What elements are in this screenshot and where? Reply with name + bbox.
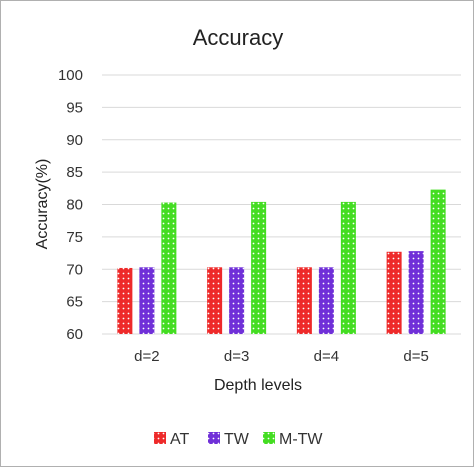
gridlines [102, 74, 461, 335]
y-tick-label: 75 [66, 229, 83, 246]
bar-m-tw-d4 [340, 201, 356, 334]
legend: AT TW M-TW [154, 431, 323, 448]
y-tick-label: 80 [66, 197, 83, 214]
y-tick-label: 85 [66, 164, 83, 181]
bar-tw-d3 [229, 267, 245, 334]
bar-m-tw-d5 [430, 189, 446, 334]
legend-swatch-m-tw [263, 432, 275, 444]
legend-label-m-tw: M-TW [279, 431, 323, 448]
x-axis-ticks: d=2 d=3 d=4 d=5 [134, 348, 429, 365]
y-axis-ticks: 60 65 70 75 80 85 90 95 100 [58, 67, 83, 343]
x-axis-label: Depth levels [214, 377, 302, 394]
y-axis-label: Accuracy(%) [34, 159, 51, 250]
legend-swatch-tw [208, 432, 220, 444]
y-tick-label: 60 [66, 326, 83, 343]
x-tick-label: d=2 [134, 348, 159, 365]
y-tick-label: 65 [66, 294, 83, 311]
bar-at-d2 [117, 267, 133, 334]
bar-m-tw-d2 [161, 202, 177, 334]
x-tick-label: d=5 [403, 348, 428, 365]
chart-title: Accuracy [193, 25, 283, 50]
y-tick-label: 90 [66, 132, 83, 149]
x-tick-label: d=4 [314, 348, 339, 365]
bar-at-d5 [386, 251, 402, 334]
y-tick-label: 100 [58, 67, 83, 84]
bar-tw-d5 [408, 251, 424, 334]
bar-at-d3 [207, 267, 223, 334]
y-tick-label: 70 [66, 261, 83, 278]
bar-tw-d2 [139, 267, 155, 334]
legend-label-tw: TW [224, 431, 250, 448]
bar-m-tw-d3 [251, 201, 267, 334]
y-tick-label: 95 [66, 99, 83, 116]
x-tick-label: d=3 [224, 348, 249, 365]
bars [117, 189, 446, 334]
bar-tw-d4 [318, 267, 334, 334]
legend-label-at: AT [170, 431, 189, 448]
legend-swatch-at [154, 432, 166, 444]
bar-at-d4 [296, 267, 312, 334]
